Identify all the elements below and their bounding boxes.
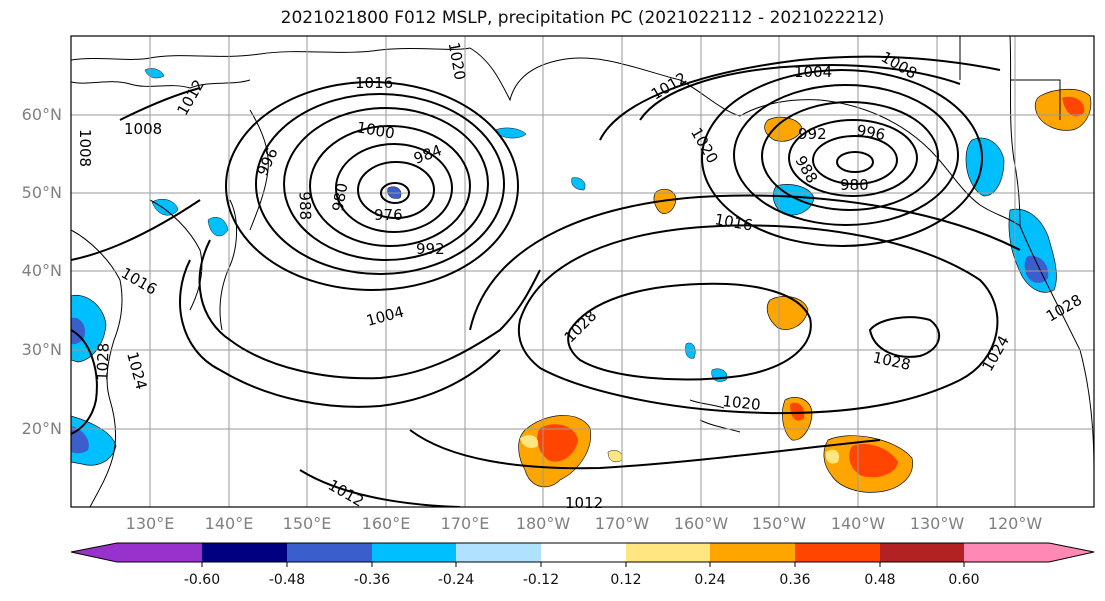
- colorbar-outline: [70, 542, 1095, 563]
- isobar-label: 976: [374, 206, 403, 224]
- colorbar-tick-label: -0.24: [437, 572, 475, 588]
- colorbar-tick-label: -0.36: [353, 572, 391, 588]
- isobar-label: 992: [416, 240, 445, 258]
- isobar-label: 1008: [76, 129, 94, 167]
- lat-label: 40°N: [21, 261, 62, 280]
- lon-label: 160°W: [673, 514, 729, 533]
- colorbar-cell: [710, 543, 795, 562]
- map-frame: [70, 35, 1095, 508]
- colorbar-cell: [71, 543, 202, 562]
- lon-label: 150°E: [282, 514, 332, 533]
- isobar-label: 980: [329, 181, 352, 212]
- colorbar-cell: [795, 543, 880, 562]
- isobar-label: 1016: [355, 74, 393, 92]
- colorbar-cell: [456, 543, 541, 562]
- colorbar-tick-label: -0.48: [268, 572, 306, 588]
- isobar-label: 1004: [794, 63, 832, 81]
- coastlines: [71, 36, 1094, 507]
- lat-label: 30°N: [21, 340, 62, 359]
- isobar-label: 988: [296, 191, 315, 220]
- colorbar-tick-label: -0.60: [183, 572, 221, 588]
- colorbar-tick-label: 0.36: [779, 572, 811, 588]
- isobar-label: 996: [855, 121, 886, 144]
- colorbar-tick-label: 0.48: [864, 572, 896, 588]
- colorbar: [70, 542, 1095, 567]
- isobar-label: 1020: [722, 392, 762, 414]
- colorbar-cell: [541, 543, 626, 562]
- isobar-label: 992: [798, 125, 827, 143]
- chart-title: 2021021800 F012 MSLP, precipitation PC (…: [280, 8, 885, 28]
- isobar-label: 1028: [93, 342, 112, 381]
- colorbar-cell: [626, 543, 710, 562]
- lon-label: 170°E: [440, 514, 490, 533]
- lon-label: 150°W: [751, 514, 807, 533]
- lon-label: 160°E: [361, 514, 411, 533]
- colorbar-cell: [287, 543, 372, 562]
- isobar-label: 980: [840, 176, 869, 194]
- lat-label: 20°N: [21, 419, 62, 438]
- colorbar-cell: [202, 543, 287, 562]
- colorbar-tick-label: 0.12: [610, 572, 642, 588]
- lon-label: 170°W: [594, 514, 650, 533]
- lon-label: 120°W: [987, 514, 1043, 533]
- isobar-contours: [71, 55, 1021, 507]
- lat-label: 50°N: [21, 183, 62, 202]
- isobar-label: 1008: [124, 120, 162, 138]
- graticule: [71, 36, 1094, 507]
- lon-label: 180°W: [515, 514, 571, 533]
- colorbar-tick-label: -0.12: [522, 572, 560, 588]
- lat-label: 60°N: [21, 105, 62, 124]
- lon-label: 130°W: [909, 514, 965, 533]
- lon-label: 140°W: [830, 514, 886, 533]
- colorbar-cell: [880, 543, 964, 562]
- colorbar-tick-label: 0.24: [694, 572, 726, 588]
- colorbar-cell: [964, 543, 1094, 562]
- lon-label: 130°E: [125, 514, 175, 533]
- colorbar-tick-label: 0.60: [948, 572, 980, 588]
- colorbar-cell: [372, 543, 456, 562]
- isobar-label: 1012: [565, 494, 603, 512]
- lon-label: 140°E: [204, 514, 254, 533]
